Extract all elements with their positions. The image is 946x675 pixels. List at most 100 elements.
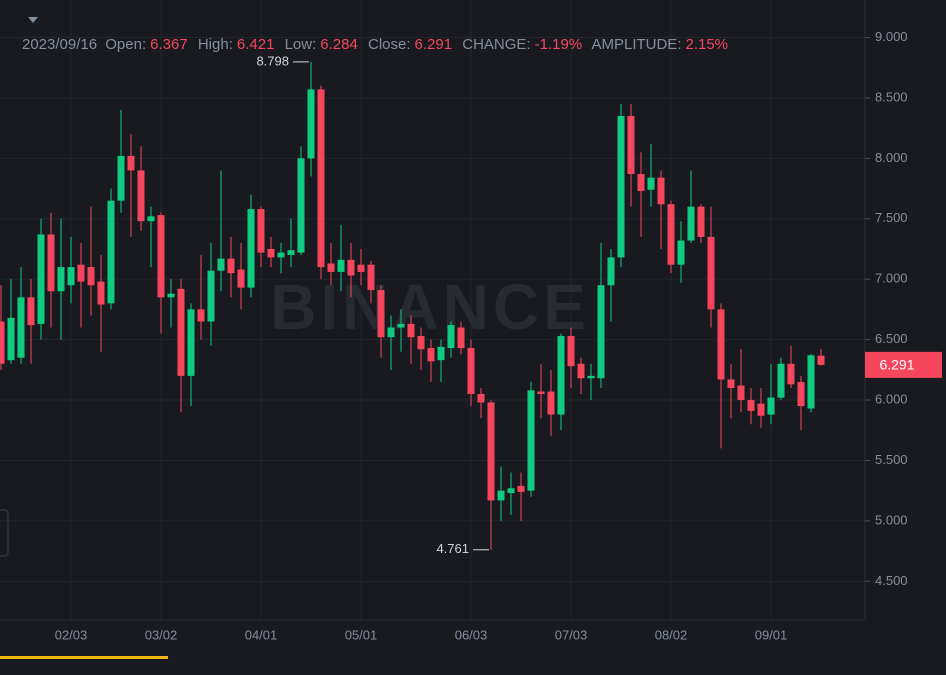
candle-body	[537, 391, 545, 394]
candle-body	[107, 200, 115, 304]
y-tick-label: 4.500	[875, 573, 908, 588]
annotation: 4.761	[436, 541, 469, 556]
candle-body	[487, 402, 495, 501]
candle-body	[7, 317, 15, 361]
candle-body	[717, 309, 725, 380]
candle-body	[737, 385, 745, 401]
candle-body	[117, 155, 125, 201]
candle-body	[797, 381, 805, 407]
candle-body	[447, 325, 455, 349]
candle-body	[97, 281, 105, 305]
candle-body	[147, 216, 155, 222]
y-tick-label: 6.000	[875, 391, 908, 406]
candle-body	[27, 297, 35, 326]
candle-body	[17, 297, 25, 358]
x-tick-label: 02/03	[55, 627, 88, 642]
candle-body	[137, 170, 145, 222]
candle-body	[367, 264, 375, 291]
candle-body	[87, 267, 95, 286]
candle-body	[767, 397, 775, 415]
candle-body	[297, 158, 305, 253]
candle-body	[607, 257, 615, 286]
candle-body	[277, 252, 285, 258]
y-tick-label: 7.000	[875, 271, 908, 286]
x-tick-label: 06/03	[455, 627, 488, 642]
candle-body	[617, 116, 625, 258]
candle-body	[217, 258, 225, 271]
side-handle[interactable]	[0, 509, 9, 557]
candle-body	[667, 204, 675, 265]
candle-body	[457, 327, 465, 349]
candle-body	[47, 234, 55, 292]
value: 2.15%	[685, 36, 729, 53]
candle-body	[647, 177, 655, 190]
candle-body	[787, 363, 795, 385]
candle-body	[187, 309, 195, 376]
candle-body	[557, 335, 565, 415]
candle-body	[167, 293, 175, 298]
y-tick-label: 5.000	[875, 512, 908, 527]
x-tick-label: 03/02	[145, 627, 178, 642]
candle-body	[57, 267, 65, 292]
candle-body	[627, 116, 635, 175]
candle-body	[637, 174, 645, 191]
candle-body	[227, 258, 235, 274]
candle-body	[337, 259, 345, 272]
candle-body	[507, 488, 515, 494]
scroll-bar[interactable]	[0, 656, 168, 659]
candle-body	[287, 250, 295, 256]
value: -1.19%	[534, 36, 583, 53]
value: 6.284	[320, 36, 358, 53]
y-tick-label: 9.000	[875, 29, 908, 44]
candle-body	[207, 270, 215, 322]
x-tick-label: 07/03	[555, 627, 588, 642]
candle-body	[317, 89, 325, 268]
candle-body	[177, 288, 185, 376]
value: 6.421	[236, 36, 275, 53]
candle-body	[747, 400, 755, 411]
candle-body	[677, 240, 685, 265]
label: High:	[197, 36, 233, 53]
candle-body	[727, 379, 735, 388]
candle-body	[517, 485, 525, 492]
candle-body	[687, 206, 695, 241]
candle-body	[267, 248, 275, 258]
label: Open:	[105, 36, 147, 53]
candle-body	[327, 263, 335, 272]
candle-body	[497, 490, 505, 501]
label: Close:	[368, 36, 411, 53]
candle-body	[397, 323, 405, 328]
watermark: BINANCE	[270, 271, 590, 343]
candle-body	[257, 209, 265, 253]
x-tick-label: 08/02	[655, 627, 688, 642]
y-tick-label: 8.000	[875, 150, 908, 165]
x-tick-label: 05/01	[345, 627, 378, 642]
label: CHANGE:	[462, 36, 531, 53]
candle-body	[437, 346, 445, 361]
candle-body	[807, 355, 815, 409]
candle-body	[387, 327, 395, 338]
candle-body	[37, 234, 45, 324]
x-tick-label: 04/01	[245, 627, 278, 642]
candle-body	[467, 348, 475, 394]
candle-body	[577, 363, 585, 379]
candle-body	[357, 264, 365, 272]
candle-body	[707, 236, 715, 310]
label: AMPLITUDE:	[591, 36, 682, 53]
candle-body	[657, 177, 665, 205]
candle-body	[427, 348, 435, 362]
candle-body	[237, 269, 245, 288]
candle-body	[527, 390, 535, 491]
y-tick-label: 7.500	[875, 210, 908, 225]
dropdown-arrow[interactable]	[28, 17, 38, 23]
candle-body	[347, 259, 355, 276]
y-tick-label: 6.500	[875, 331, 908, 346]
candle-body	[757, 403, 765, 416]
candle-body	[307, 89, 315, 159]
ohlc-header: 2023/09/16 Open: 6.367 High: 6.421 Low: 6.2…	[22, 36, 734, 53]
candle-body	[777, 363, 785, 398]
y-tick-label: 8.500	[875, 89, 908, 104]
candle-body	[157, 215, 165, 298]
annotation: 8.798	[256, 53, 289, 68]
candle-body	[407, 323, 415, 338]
